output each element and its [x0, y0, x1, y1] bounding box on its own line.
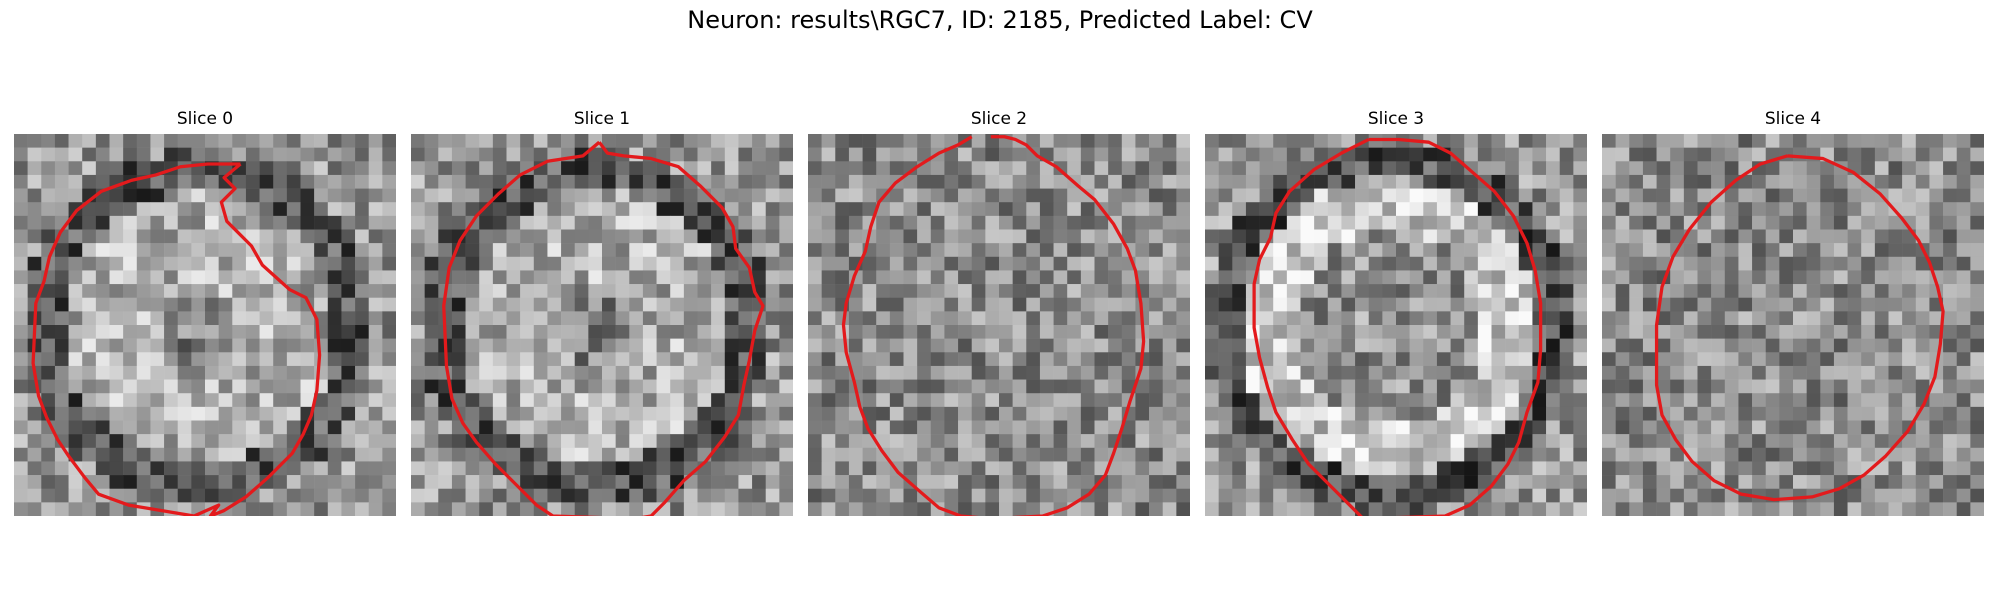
- slice-title-0: Slice 0: [176, 109, 234, 129]
- cell-outline-2: [841, 135, 1146, 516]
- cell-outline-1: [442, 140, 765, 516]
- cell-outline-0: [31, 162, 322, 516]
- slice-image-2: [808, 134, 1190, 516]
- slice-title-4: Slice 4: [1764, 109, 1822, 129]
- slice-image-0: [14, 134, 396, 516]
- slice-panel-2: Slice 2: [808, 108, 1190, 516]
- slice-image-4: [1602, 134, 1984, 516]
- slice-title-2: Slice 2: [970, 109, 1028, 129]
- slice-title-1: Slice 1: [573, 109, 631, 129]
- figure-title: Neuron: results\RGC7, ID: 2185, Predicte…: [687, 6, 1313, 34]
- slice-panel-0: Slice 0: [14, 108, 396, 516]
- slice-title-3: Slice 3: [1367, 109, 1425, 129]
- slice-image-1: [411, 134, 793, 516]
- cell-outline-4: [1654, 154, 1945, 502]
- slice-panel-4: Slice 4: [1602, 108, 1984, 516]
- slice-image-3: [1205, 134, 1587, 516]
- cell-outline-3: [1252, 137, 1543, 516]
- slice-panel-3: Slice 3: [1205, 108, 1587, 516]
- slice-panel-1: Slice 1: [411, 108, 793, 516]
